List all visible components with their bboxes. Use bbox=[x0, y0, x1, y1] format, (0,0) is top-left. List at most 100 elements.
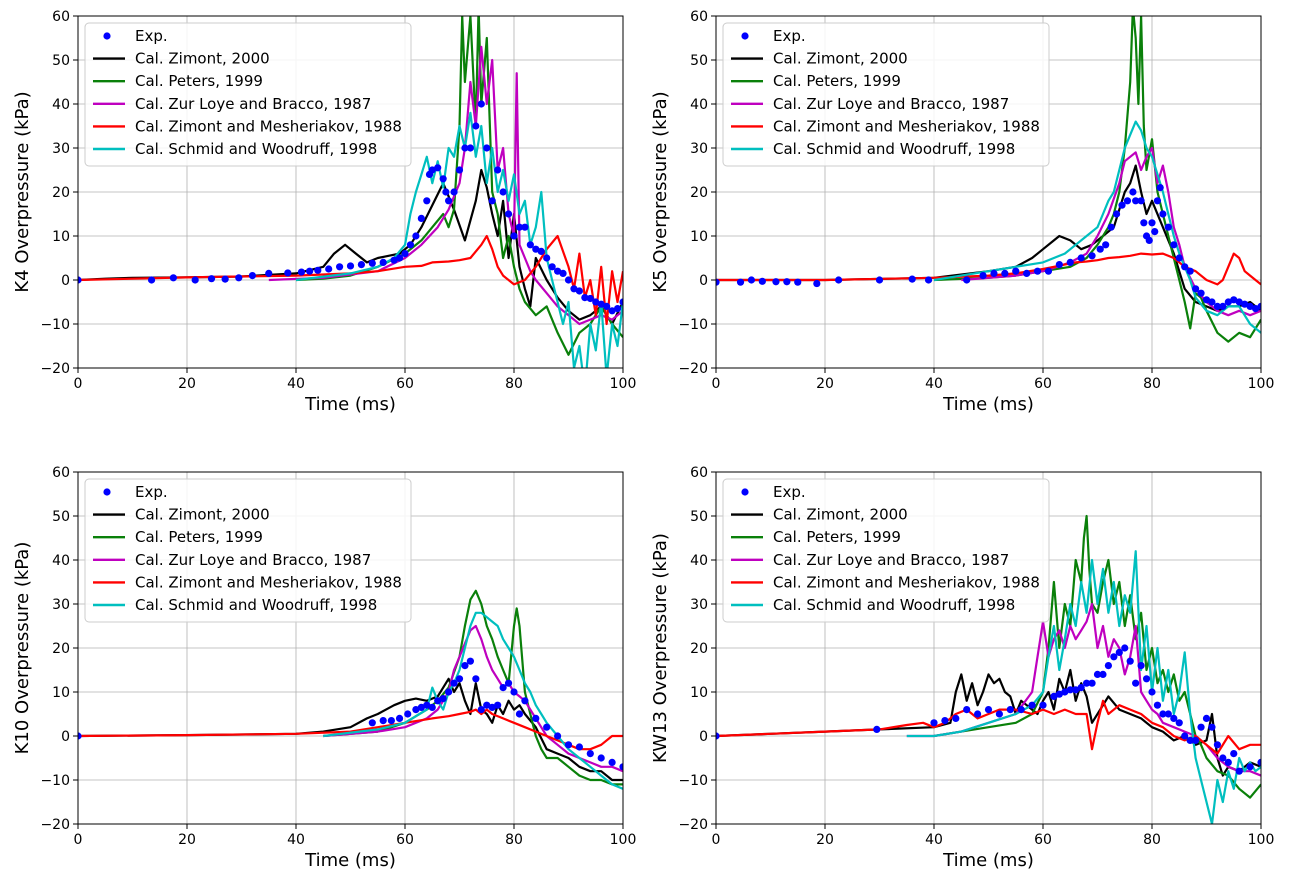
legend-label-schmid: Cal. Schmid and Woodruff, 1998 bbox=[135, 596, 377, 614]
exp-data-point bbox=[1164, 710, 1172, 718]
legend-label-exp: Exp. bbox=[773, 483, 806, 501]
exp-data-point bbox=[221, 275, 229, 283]
exp-data-point bbox=[873, 725, 881, 734]
y-axis-label: K5 Overpressure (kPa) bbox=[650, 91, 671, 292]
exp-data-point bbox=[1096, 245, 1104, 253]
exp-data-point bbox=[990, 269, 998, 277]
exp-data-point bbox=[543, 254, 551, 262]
exp-data-point bbox=[1050, 692, 1058, 701]
plot-area bbox=[78, 16, 623, 368]
axes-frame bbox=[77, 15, 624, 369]
exp-data-point bbox=[450, 679, 458, 687]
y-tick-label: 10 bbox=[52, 685, 70, 701]
legend-marker-exp bbox=[103, 32, 111, 40]
exp-data-point bbox=[1099, 670, 1107, 679]
legend-label-schmid: Cal. Schmid and Woodruff, 1998 bbox=[773, 596, 1015, 614]
exp-data-point bbox=[813, 279, 821, 288]
exp-data-point bbox=[559, 269, 567, 277]
legend-label-zimont: Cal. Zimont, 2000 bbox=[135, 50, 270, 68]
exp-data-point bbox=[1186, 736, 1194, 745]
y-tick-label: 30 bbox=[690, 597, 708, 613]
exp-data-point bbox=[1246, 302, 1254, 310]
y-tick-label: 50 bbox=[52, 509, 70, 525]
exp-data-point bbox=[1132, 679, 1140, 687]
x-tick-label: 0 bbox=[74, 832, 83, 848]
exp-data-point bbox=[499, 684, 507, 692]
exp-data-point bbox=[1132, 197, 1140, 205]
exp-data-point bbox=[575, 743, 584, 751]
series-line-schmid bbox=[933, 120, 1261, 334]
exp-data-point bbox=[1112, 210, 1121, 218]
exp-data-point bbox=[1012, 267, 1020, 275]
x-axis-label: Time (ms) bbox=[942, 394, 1034, 415]
legend-box bbox=[84, 478, 412, 623]
y-tick-label: 40 bbox=[52, 553, 70, 569]
exp-data-point bbox=[477, 100, 485, 108]
exp-data-point bbox=[924, 276, 933, 284]
exp-data-point bbox=[1197, 723, 1205, 731]
x-tick-label: 20 bbox=[178, 376, 196, 392]
legend-label-zimont_mesh: Cal. Zimont and Mesheriakov, 1988 bbox=[773, 573, 1040, 591]
y-tick-label: 20 bbox=[690, 185, 708, 201]
exp-data-point bbox=[510, 688, 518, 696]
exp-data-point bbox=[1006, 706, 1014, 714]
exp-data-point bbox=[169, 274, 177, 282]
y-tick-label: 60 bbox=[52, 9, 70, 25]
x-tick-label: 0 bbox=[712, 376, 721, 392]
exp-data-point bbox=[835, 276, 843, 284]
exp-data-point bbox=[494, 166, 502, 174]
axes-frame bbox=[715, 471, 1262, 825]
exp-data-point bbox=[554, 267, 562, 275]
exp-data-point bbox=[608, 758, 616, 767]
plot-area bbox=[78, 589, 623, 790]
exp-data-point bbox=[1140, 219, 1148, 227]
exp-data-point bbox=[1088, 679, 1096, 687]
exp-data-point bbox=[248, 272, 256, 280]
exp-data-point bbox=[284, 269, 292, 277]
exp-data-point bbox=[428, 166, 436, 174]
exp-data-point bbox=[974, 710, 982, 718]
legend-label-peters: Cal. Peters, 1999 bbox=[773, 528, 901, 546]
y-tick-label: 30 bbox=[52, 141, 70, 157]
legend-label-exp: Exp. bbox=[773, 27, 806, 45]
exp-data-point bbox=[979, 272, 987, 280]
legend-label-zurloye: Cal. Zur Loye and Bracco, 1987 bbox=[773, 95, 1009, 113]
exp-data-point bbox=[1104, 662, 1112, 670]
exp-data-point bbox=[336, 263, 344, 271]
exp-data-point bbox=[1151, 228, 1159, 236]
exp-data-point bbox=[1121, 644, 1129, 652]
exp-data-point bbox=[1246, 763, 1254, 771]
exp-data-point bbox=[461, 144, 469, 152]
exp-data-point bbox=[1186, 267, 1194, 275]
legend-label-zurloye: Cal. Zur Loye and Bracco, 1987 bbox=[135, 95, 371, 113]
x-tick-label: 60 bbox=[396, 832, 414, 848]
plot-area bbox=[716, 514, 1261, 824]
exp-data-point bbox=[1197, 289, 1205, 297]
exp-data-point bbox=[1224, 758, 1232, 767]
exp-data-point bbox=[412, 232, 420, 240]
exp-data-point bbox=[548, 263, 556, 271]
exp-data-point bbox=[78, 276, 82, 284]
x-tick-label: 80 bbox=[1143, 376, 1161, 392]
y-tick-label: 10 bbox=[690, 685, 708, 701]
exp-data-point bbox=[952, 714, 960, 723]
series-line-zurloye bbox=[961, 146, 1261, 317]
exp-data-point bbox=[390, 256, 398, 264]
y-tick-label: 50 bbox=[52, 53, 70, 69]
exp-data-point bbox=[564, 741, 573, 749]
exp-data-point bbox=[1077, 684, 1085, 692]
legend-marker-exp bbox=[741, 32, 749, 40]
exp-data-point bbox=[423, 701, 431, 709]
exp-data-point bbox=[412, 706, 420, 714]
exp-data-point bbox=[515, 710, 524, 718]
exp-data-point bbox=[1088, 252, 1096, 260]
exp-data-point bbox=[1230, 750, 1238, 758]
x-tick-label: 100 bbox=[610, 376, 637, 392]
exp-data-point bbox=[1083, 679, 1091, 687]
exp-data-point bbox=[586, 750, 594, 758]
exp-data-point bbox=[603, 302, 611, 310]
exp-data-point bbox=[537, 247, 545, 255]
exp-data-point bbox=[1153, 197, 1162, 205]
